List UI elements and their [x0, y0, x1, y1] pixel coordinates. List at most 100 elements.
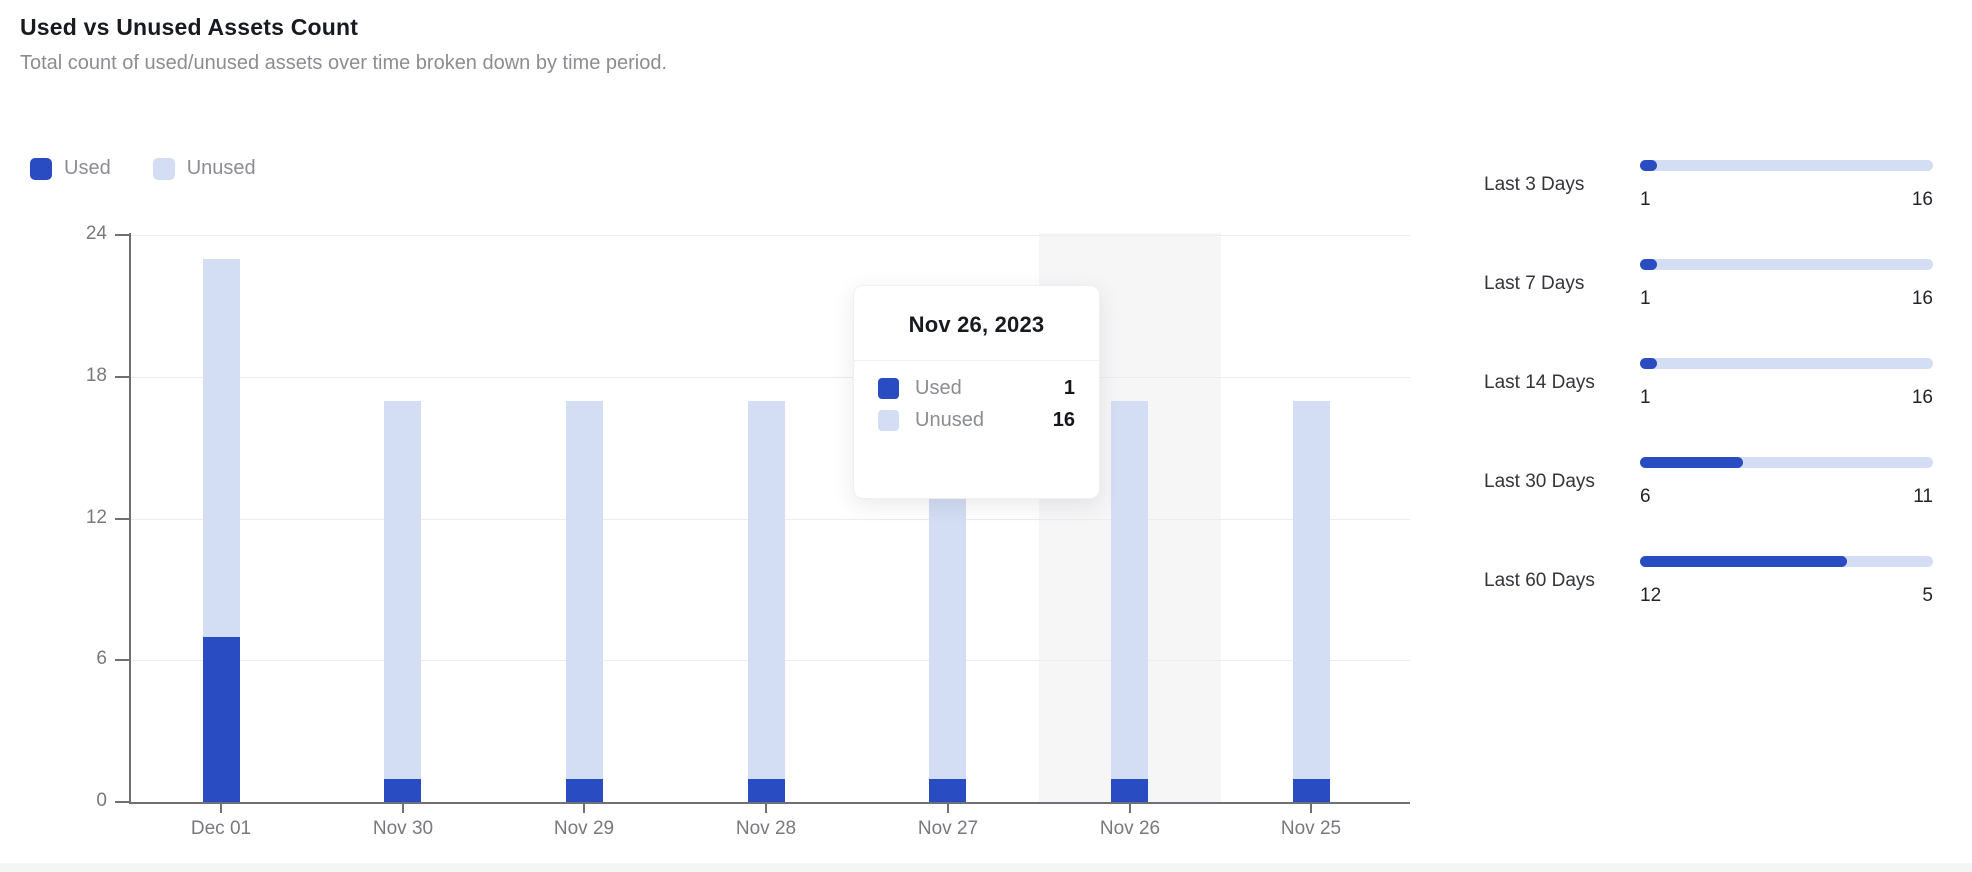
bar-unused-nov-29[interactable]: [566, 401, 603, 779]
tooltip-value: 1: [1063, 377, 1075, 399]
x-axis-label-4: Nov 28: [735, 818, 797, 839]
summary-bar-fill: [1640, 457, 1743, 468]
tooltip-row-used: Used 1: [878, 377, 1075, 400]
x-axis-tick-5: [947, 804, 949, 813]
summary-panel: Last 3 Days 1 16 Last 7 Days 1 16 Last 14 Days…: [1484, 0, 1933, 872]
summary-values: 12 5: [1640, 585, 1933, 607]
summary-bar-fill: [1640, 556, 1847, 567]
tooltip-row-unused: Unused 16: [878, 409, 1075, 432]
summary-label: Last 7 Days: [1484, 273, 1585, 294]
summary-label: Last 3 Days: [1484, 174, 1585, 195]
y-axis-tick-18: [115, 376, 129, 378]
tooltip-divider: [854, 360, 1099, 361]
bottom-strip: [0, 863, 1972, 872]
x-axis-label-7: Nov 25: [1280, 818, 1342, 839]
gridline-y24: [129, 235, 1410, 236]
y-axis-label-12: 12: [85, 507, 107, 528]
x-axis-label-5: Nov 27: [917, 818, 979, 839]
bar-used-dec-01[interactable]: [203, 637, 240, 802]
summary-values: 1 16: [1640, 387, 1933, 409]
tooltip-swatch-unused: [878, 410, 899, 431]
x-axis-tick-1: [220, 804, 222, 813]
summary-bar-track: [1640, 358, 1933, 369]
summary-label: Last 14 Days: [1484, 372, 1595, 393]
tooltip-swatch-used: [878, 378, 899, 399]
y-axis-tick-0: [115, 801, 129, 803]
x-axis-label-6: Nov 26: [1099, 818, 1161, 839]
summary-bar-fill: [1640, 160, 1657, 171]
x-axis-tick-6: [1129, 804, 1131, 813]
summary-used-value: 1: [1640, 189, 1651, 210]
x-axis-tick-3: [583, 804, 585, 813]
summary-used-value: 6: [1640, 486, 1651, 507]
bar-unused-nov-30[interactable]: [384, 401, 421, 779]
chart-tooltip: Nov 26, 2023 Used 1 Unused 16: [853, 285, 1100, 499]
summary-bar-track: [1640, 160, 1933, 171]
page-title: Used vs Unused Assets Count: [20, 14, 359, 40]
summary-bar-track: [1640, 259, 1933, 270]
bar-used-nov-28[interactable]: [748, 778, 785, 802]
summary-unused-value: 16: [1911, 387, 1933, 408]
gridline-y18: [129, 377, 1410, 378]
bar-used-nov-27[interactable]: [929, 778, 966, 802]
tooltip-label: Used: [915, 377, 962, 399]
x-axis-line: [129, 802, 1410, 804]
x-axis-tick-7: [1310, 804, 1312, 813]
y-axis-label-6: 6: [96, 648, 107, 669]
legend-swatch-used: [30, 157, 52, 180]
bar-unused-nov-25[interactable]: [1293, 401, 1330, 779]
page-subtitle: Total count of used/unused assets over t…: [20, 52, 668, 74]
x-axis-label-2: Nov 30: [372, 818, 434, 839]
summary-bar-track: [1640, 556, 1933, 567]
summary-used-value: 1: [1640, 387, 1651, 408]
summary-used-value: 12: [1640, 585, 1662, 606]
bar-used-nov-26[interactable]: [1111, 778, 1148, 802]
legend-label: Unused: [186, 157, 256, 179]
tooltip-value: 16: [1052, 409, 1075, 431]
summary-label: Last 60 Days: [1484, 570, 1595, 591]
x-axis-label-3: Nov 29: [553, 818, 615, 839]
bar-used-nov-30[interactable]: [384, 778, 421, 802]
summary-unused-value: 16: [1911, 189, 1933, 210]
legend-item-unused[interactable]: Unused: [152, 157, 256, 180]
tooltip-title: Nov 26, 2023: [908, 312, 1045, 337]
bar-chart: 0 6 12 18 24 Dec 01 Nov 30 Nov 29 Nov 28 Nov 27 No…: [85, 223, 1410, 839]
legend-swatch-unused: [152, 157, 175, 180]
summary-bar-track: [1640, 457, 1933, 468]
y-axis-tick-6: [115, 659, 129, 661]
summary-unused-value: 11: [1913, 486, 1933, 507]
summary-values: 1 16: [1640, 189, 1933, 211]
bar-used-nov-25[interactable]: [1293, 778, 1330, 802]
bar-unused-nov-26[interactable]: [1111, 401, 1148, 779]
bar-unused-nov-28[interactable]: [748, 401, 785, 779]
y-axis-label-24: 24: [85, 223, 107, 244]
summary-row-last-3-days: Last 3 Days 1 16: [1484, 160, 1933, 224]
summary-row-last-60-days: Last 60 Days 12 5: [1484, 556, 1933, 620]
y-axis-tick-24: [115, 234, 129, 236]
tooltip-label: Unused: [915, 409, 984, 431]
chart-legend: Used Unused: [30, 157, 256, 180]
y-axis-label-18: 18: [85, 365, 107, 386]
x-axis-tick-2: [402, 804, 404, 813]
summary-row-last-30-days: Last 30 Days 6 11: [1484, 457, 1933, 521]
summary-bar-fill: [1640, 358, 1657, 369]
summary-label: Last 30 Days: [1484, 471, 1595, 492]
legend-item-used[interactable]: Used: [30, 157, 111, 180]
summary-values: 1 16: [1640, 288, 1933, 310]
summary-values: 6 11: [1640, 486, 1933, 508]
y-axis-tick-12: [115, 518, 129, 520]
summary-unused-value: 5: [1922, 585, 1933, 606]
summary-row-last-7-days: Last 7 Days 1 16: [1484, 259, 1933, 323]
y-axis-label-0: 0: [96, 790, 107, 811]
tooltip-rows: Used 1 Unused 16: [854, 361, 1099, 432]
summary-row-last-14-days: Last 14 Days 1 16: [1484, 358, 1933, 422]
bar-unused-dec-01[interactable]: [203, 259, 240, 637]
summary-bar-fill: [1640, 259, 1657, 270]
summary-unused-value: 16: [1911, 288, 1933, 309]
x-axis-tick-4: [765, 804, 767, 813]
legend-label: Used: [64, 157, 111, 179]
summary-used-value: 1: [1640, 288, 1651, 309]
y-axis-line: [129, 233, 131, 804]
x-axis-label-1: Dec 01: [190, 818, 252, 839]
bar-used-nov-29[interactable]: [566, 778, 603, 802]
